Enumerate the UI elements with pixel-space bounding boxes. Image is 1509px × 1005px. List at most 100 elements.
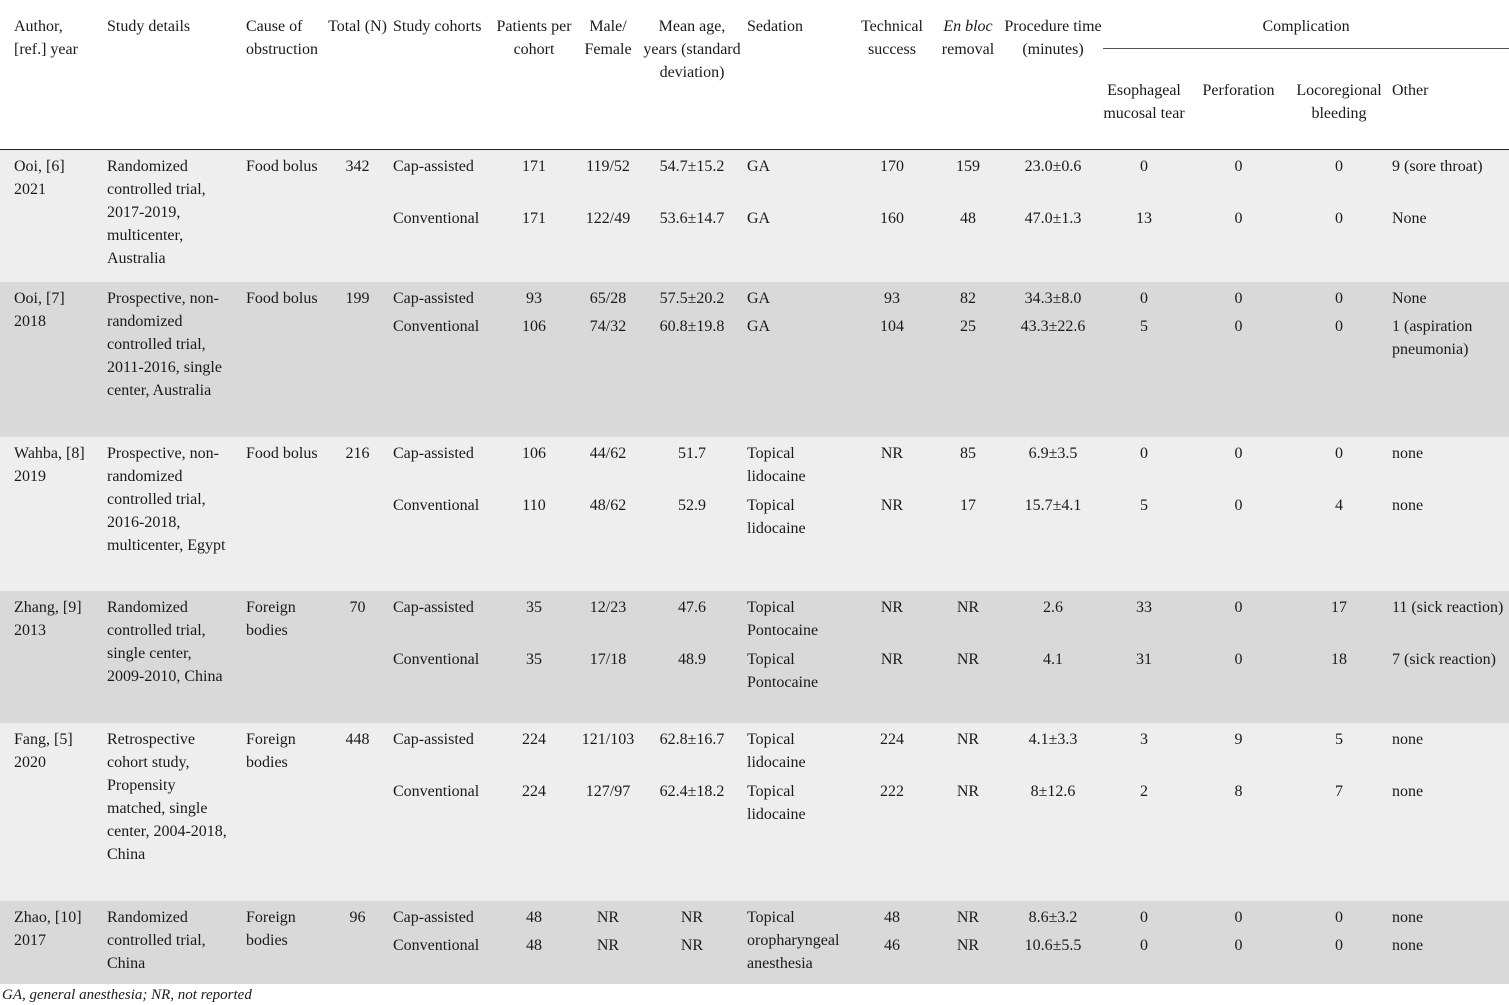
- header-complication: Complication: [1103, 0, 1509, 49]
- header-perforation: Perforation: [1185, 48, 1292, 150]
- cell-en-bloc: 85: [933, 437, 1003, 494]
- cell-cause: Foreign bodies: [232, 591, 328, 723]
- cell-cause: Foreign bodies: [232, 901, 328, 984]
- cell-procedure-time: 4.1±3.3: [1003, 723, 1103, 780]
- cell-study-details: Randomized controlled trial, 2017-2019, …: [93, 149, 232, 282]
- cell-study-details: Prospective, non-randomized controlled t…: [93, 282, 232, 437]
- table-row: Ooi, [6] 2021 Randomized controlled tria…: [0, 149, 1509, 282]
- cell-other: None: [1386, 282, 1509, 315]
- cell-mean-age: 52.9: [643, 494, 741, 591]
- cell-sedation: Topical oropharyngeal anesthesia: [741, 901, 851, 984]
- cell-procedure-time: 8±12.6: [1003, 780, 1103, 901]
- cell-other: none: [1386, 494, 1509, 591]
- cell-sedation: Topical lidocaine: [741, 437, 851, 494]
- header-bleeding: Locoregional bleeding: [1292, 48, 1386, 150]
- header-study-details: Study details: [93, 0, 232, 150]
- cell-cause: Food bolus: [232, 149, 328, 282]
- cell-technical: 104: [851, 315, 933, 437]
- cell-procedure-time: 15.7±4.1: [1003, 494, 1103, 591]
- cell-male-female: 121/103: [573, 723, 643, 780]
- cell-perforation: 0: [1185, 282, 1292, 315]
- header-total: Total (N): [328, 0, 387, 150]
- cell-cohort: Cap-assisted: [387, 437, 495, 494]
- cell-mean-age: 62.4±18.2: [643, 780, 741, 901]
- cell-procedure-time: 10.6±5.5: [1003, 934, 1103, 984]
- table-row: Conventional 106 74/32 60.8±19.8 GA 104 …: [0, 315, 1509, 437]
- cell-perforation: 0: [1185, 901, 1292, 934]
- cell-mean-age: NR: [643, 901, 741, 934]
- cell-patients: 93: [495, 282, 573, 315]
- cell-tear: 0: [1103, 437, 1185, 494]
- cell-patients: 35: [495, 648, 573, 723]
- header-tear: Esophageal mucosal tear: [1103, 48, 1185, 150]
- cell-technical: NR: [851, 591, 933, 648]
- cell-bleeding: 0: [1292, 207, 1386, 282]
- cell-patients: 48: [495, 901, 573, 934]
- cell-procedure-time: 47.0±1.3: [1003, 207, 1103, 282]
- header-technical: Technical success: [851, 0, 933, 150]
- cell-sedation: GA: [741, 315, 851, 437]
- cell-tear: 3: [1103, 723, 1185, 780]
- cell-technical: 224: [851, 723, 933, 780]
- table-footnote: GA, general anesthesia; NR, not reported: [2, 987, 252, 1003]
- cell-bleeding: 0: [1292, 315, 1386, 437]
- cell-cause: Foreign bodies: [232, 723, 328, 901]
- cell-cohort: Conventional: [387, 934, 495, 984]
- cell-tear: 0: [1103, 901, 1185, 934]
- cell-author: Zhao, [10] 2017: [0, 901, 93, 984]
- cell-technical: 46: [851, 934, 933, 984]
- table-row: Fang, [5] 2020 Retrospective cohort stud…: [0, 723, 1509, 901]
- cell-mean-age: 60.8±19.8: [643, 315, 741, 437]
- cell-en-bloc: NR: [933, 934, 1003, 984]
- cell-en-bloc: NR: [933, 723, 1003, 780]
- cell-other: none: [1386, 934, 1509, 984]
- table-row: Conventional 35 17/18 48.9 Topical Ponto…: [0, 648, 1509, 723]
- cell-sedation: GA: [741, 149, 851, 207]
- cell-total: 199: [328, 282, 387, 437]
- cell-en-bloc: 82: [933, 282, 1003, 315]
- cell-author: Zhang, [9] 2013: [0, 591, 93, 723]
- cell-author: Fang, [5] 2020: [0, 723, 93, 901]
- cell-other: 1 (aspiration pneumonia): [1386, 315, 1509, 437]
- cell-perforation: 0: [1185, 437, 1292, 494]
- header-cause: Cause of obstruction: [232, 0, 328, 150]
- cell-en-bloc: NR: [933, 648, 1003, 723]
- cell-bleeding: 5: [1292, 723, 1386, 780]
- cell-cohort: Cap-assisted: [387, 282, 495, 315]
- table-row: Zhang, [9] 2013 Randomized controlled tr…: [0, 591, 1509, 723]
- table-row: Zhao, [10] 2017 Randomized controlled tr…: [0, 901, 1509, 984]
- cell-male-female: 48/62: [573, 494, 643, 591]
- cell-study-details: Prospective, non-randomized controlled t…: [93, 437, 232, 591]
- cell-sedation: GA: [741, 282, 851, 315]
- table-row: Wahba, [8] 2019 Prospective, non-randomi…: [0, 437, 1509, 591]
- cell-procedure-time: 2.6: [1003, 591, 1103, 648]
- cell-male-female: 12/23: [573, 591, 643, 648]
- cell-patients: 224: [495, 780, 573, 901]
- cell-other: none: [1386, 723, 1509, 780]
- cell-tear: 5: [1103, 494, 1185, 591]
- cell-tear: 0: [1103, 282, 1185, 315]
- cell-male-female: NR: [573, 901, 643, 934]
- cell-author: Wahba, [8] 2019: [0, 437, 93, 591]
- header-en-bloc-rest: removal: [941, 41, 995, 58]
- cell-perforation: 0: [1185, 207, 1292, 282]
- cell-study-details: Randomized controlled trial, China: [93, 901, 232, 984]
- header-other: Other: [1386, 48, 1509, 150]
- cell-technical: NR: [851, 437, 933, 494]
- cell-perforation: 0: [1185, 648, 1292, 723]
- cell-perforation: 0: [1185, 934, 1292, 984]
- cell-mean-age: 54.7±15.2: [643, 149, 741, 207]
- cell-patients: 48: [495, 934, 573, 984]
- cell-en-bloc: 48: [933, 207, 1003, 282]
- cell-total: 342: [328, 149, 387, 282]
- cell-perforation: 8: [1185, 780, 1292, 901]
- cell-tear: 33: [1103, 591, 1185, 648]
- cell-male-female: 65/28: [573, 282, 643, 315]
- cell-patients: 106: [495, 315, 573, 437]
- cell-bleeding: 7: [1292, 780, 1386, 901]
- cell-perforation: 0: [1185, 591, 1292, 648]
- table-body: Ooi, [6] 2021 Randomized controlled tria…: [0, 149, 1509, 984]
- cell-procedure-time: 43.3±22.6: [1003, 315, 1103, 437]
- cell-male-female: NR: [573, 934, 643, 984]
- cell-patients: 106: [495, 437, 573, 494]
